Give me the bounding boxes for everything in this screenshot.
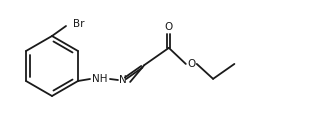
- Text: Br: Br: [73, 19, 84, 29]
- Text: N: N: [119, 75, 127, 85]
- Text: NH: NH: [92, 74, 108, 84]
- Text: O: O: [165, 22, 173, 32]
- Text: O: O: [188, 59, 196, 69]
